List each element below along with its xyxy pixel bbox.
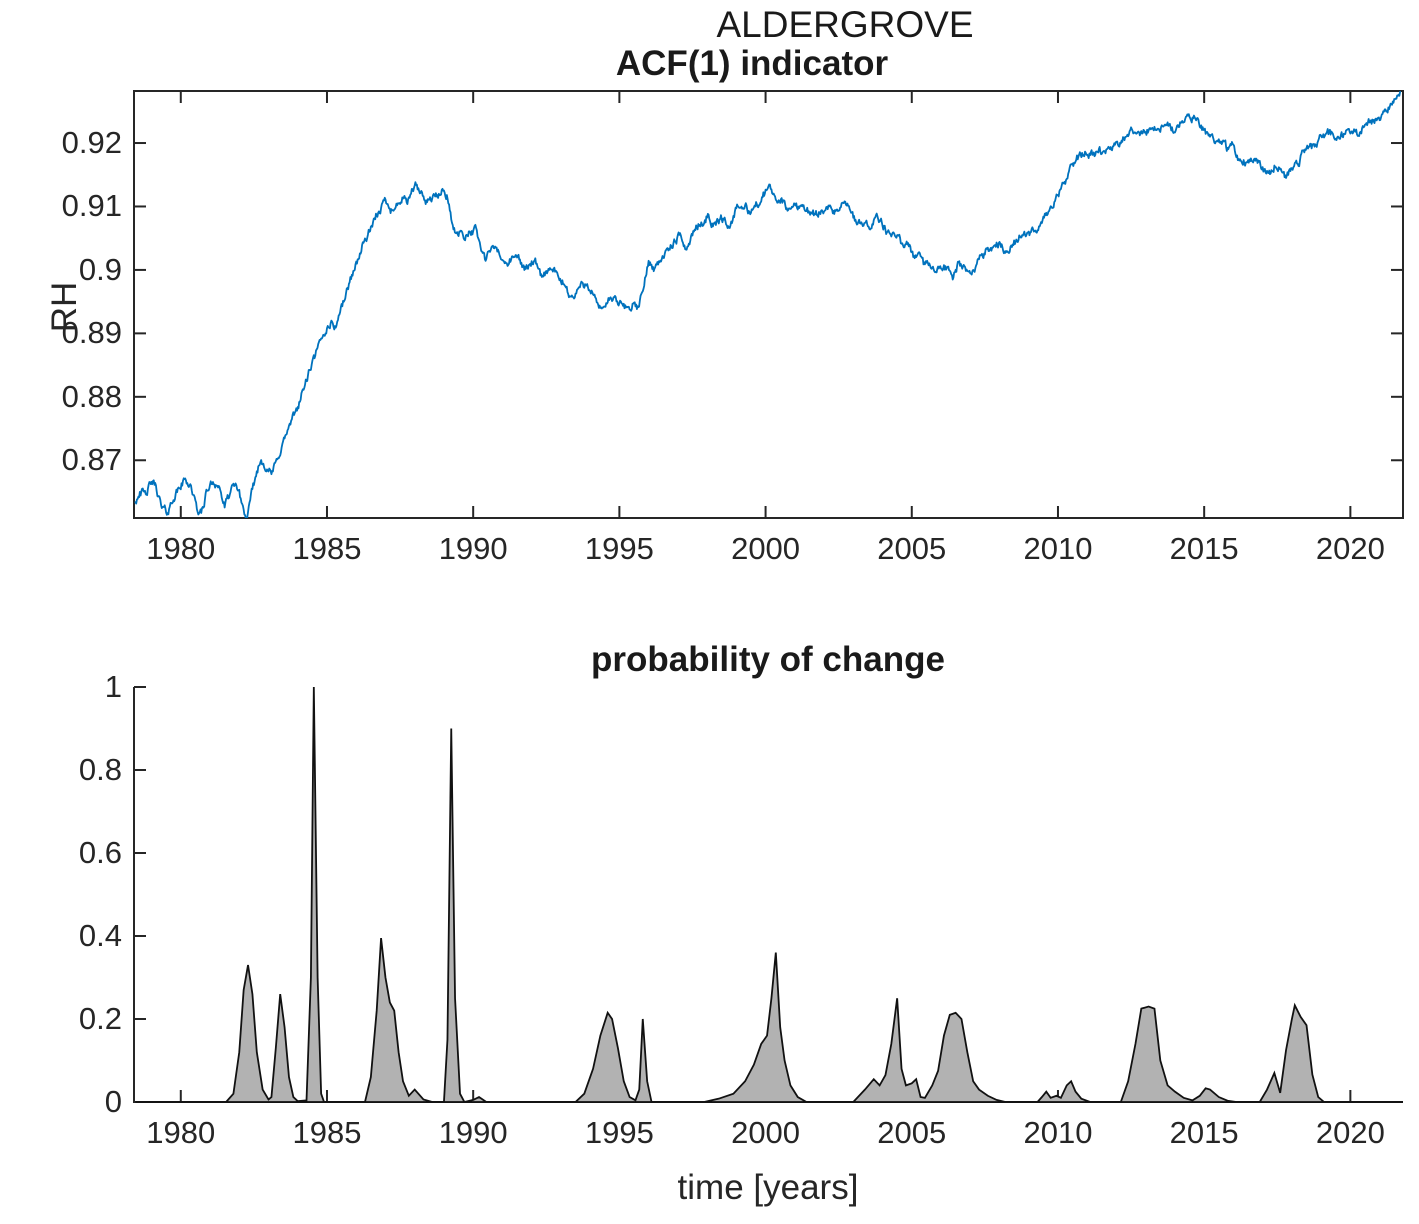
top-chart-x-tick-label: 2010 [1023, 531, 1093, 566]
bottom-chart-x-tick-label: 1990 [438, 1115, 508, 1150]
figure-suptitle: ALDERGROVE [716, 4, 974, 45]
bottom-chart-y-tick-label: 1 [104, 669, 122, 704]
top-chart-x-tick-label: 2020 [1315, 531, 1385, 566]
top-chart-y-tick-label: 0.89 [61, 315, 122, 351]
bottom-chart-y-tick-label: 0.2 [78, 1001, 122, 1036]
top-chart-y-tick-label: 0.92 [61, 125, 122, 161]
bottom-chart-x-tick-label: 2010 [1023, 1115, 1093, 1150]
top-chart-x-tick-label: 1985 [292, 531, 362, 566]
top-chart-x-tick-label: 1990 [438, 531, 508, 566]
bottom-chart-y-tick-label: 0 [104, 1084, 122, 1119]
top-chart-y-tick-label: 0.9 [78, 251, 122, 287]
top-chart-title: ACF(1) indicator [615, 44, 889, 83]
top-chart-box [133, 90, 1404, 519]
bottom-chart-x-tick-label: 1995 [584, 1115, 654, 1150]
top-chart-y-tick-label: 0.88 [61, 378, 122, 414]
bottom-chart-x-tick-label: 1980 [146, 1115, 216, 1150]
top-chart-x-tick-label: 2015 [1169, 531, 1239, 566]
top-chart-x-tick-label: 1980 [146, 531, 216, 566]
top-chart-y-tick-label: 0.87 [61, 442, 122, 478]
bottom-chart-x-tick-label: 2020 [1315, 1115, 1385, 1150]
bottom-chart-y-tick-label: 0.4 [78, 918, 122, 953]
bottom-chart-x-tick-label: 2005 [877, 1115, 947, 1150]
bottom-chart-x-tick-label: 2015 [1169, 1115, 1239, 1150]
top-chart-x-tick-label: 2000 [731, 531, 801, 566]
top-chart-y-tick-label: 0.91 [61, 188, 122, 224]
probability-of-change-area [135, 686, 1403, 1104]
bottom-chart-y-tick-label: 0.6 [78, 835, 122, 870]
bottom-chart-x-tick-label: 2000 [731, 1115, 801, 1150]
top-chart-x-tick-label: 1995 [584, 531, 654, 566]
bottom-chart-x-axis-label: time [years] [677, 1168, 859, 1207]
acf1-indicator-line [134, 91, 1401, 518]
bottom-chart-x-tick-label: 1985 [292, 1115, 362, 1150]
bottom-chart-y-tick-label: 0.8 [78, 752, 122, 787]
bottom-chart-title: probability of change [591, 640, 945, 679]
top-chart-x-tick-label: 2005 [877, 531, 947, 566]
